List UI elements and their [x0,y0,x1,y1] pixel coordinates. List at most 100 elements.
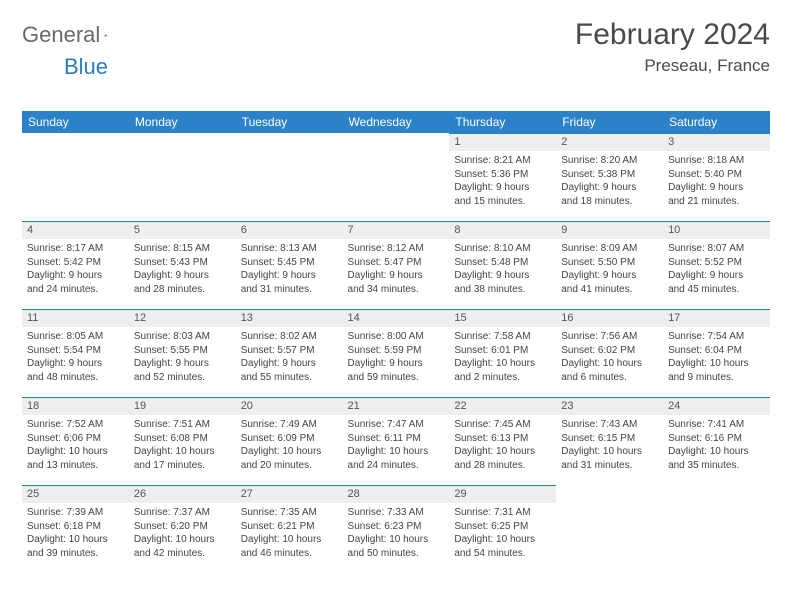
day-number: 25 [22,485,129,503]
sunrise-line: Sunrise: 8:20 AM [561,154,658,168]
sunrise-line: Sunrise: 7:37 AM [134,506,231,520]
day-details: Sunrise: 8:09 AMSunset: 5:50 PMDaylight:… [556,239,663,300]
day-number: 16 [556,309,663,327]
calendar-day-cell: 22Sunrise: 7:45 AMSunset: 6:13 PMDayligh… [449,397,556,485]
sunrise-line: Sunrise: 7:43 AM [561,418,658,432]
daylight-line-2: and 18 minutes. [561,195,658,209]
sunrise-line: Sunrise: 7:45 AM [454,418,551,432]
weekday-header: Saturday [663,111,770,133]
daylight-line-1: Daylight: 9 hours [668,269,765,283]
day-number: 15 [449,309,556,327]
calendar-day-cell: 7Sunrise: 8:12 AMSunset: 5:47 PMDaylight… [343,221,450,309]
day-number: 18 [22,397,129,415]
sunrise-line: Sunrise: 7:39 AM [27,506,124,520]
daylight-line-1: Daylight: 10 hours [348,533,445,547]
day-details: Sunrise: 8:20 AMSunset: 5:38 PMDaylight:… [556,151,663,212]
calendar-day-cell: 25Sunrise: 7:39 AMSunset: 6:18 PMDayligh… [22,485,129,573]
calendar-day-cell: 18Sunrise: 7:52 AMSunset: 6:06 PMDayligh… [22,397,129,485]
calendar-day-cell: 21Sunrise: 7:47 AMSunset: 6:11 PMDayligh… [343,397,450,485]
location-label: Preseau, France [575,56,770,76]
sunrise-line: Sunrise: 7:58 AM [454,330,551,344]
day-number: 14 [343,309,450,327]
calendar-week-row: 18Sunrise: 7:52 AMSunset: 6:06 PMDayligh… [22,397,770,485]
daylight-line-2: and 31 minutes. [241,283,338,297]
calendar-day-cell: 15Sunrise: 7:58 AMSunset: 6:01 PMDayligh… [449,309,556,397]
daylight-line-1: Daylight: 9 hours [348,269,445,283]
sunrise-line: Sunrise: 8:21 AM [454,154,551,168]
daylight-line-2: and 2 minutes. [454,371,551,385]
daylight-line-1: Daylight: 10 hours [134,533,231,547]
daylight-line-1: Daylight: 9 hours [668,181,765,195]
day-number: 2 [556,133,663,151]
day-number: 12 [129,309,236,327]
logo: General [22,24,128,46]
day-number: 22 [449,397,556,415]
daylight-line-1: Daylight: 10 hours [241,445,338,459]
weekday-header: Friday [556,111,663,133]
day-number: 10 [663,221,770,239]
calendar-day-cell: 17Sunrise: 7:54 AMSunset: 6:04 PMDayligh… [663,309,770,397]
sunset-line: Sunset: 5:47 PM [348,256,445,270]
calendar-week-row: 1Sunrise: 8:21 AMSunset: 5:36 PMDaylight… [22,133,770,221]
calendar-day-cell: 4Sunrise: 8:17 AMSunset: 5:42 PMDaylight… [22,221,129,309]
sunrise-line: Sunrise: 8:12 AM [348,242,445,256]
calendar-day-cell: 26Sunrise: 7:37 AMSunset: 6:20 PMDayligh… [129,485,236,573]
daylight-line-2: and 35 minutes. [668,459,765,473]
sunset-line: Sunset: 6:20 PM [134,520,231,534]
day-details: Sunrise: 7:49 AMSunset: 6:09 PMDaylight:… [236,415,343,476]
weekday-header: Wednesday [343,111,450,133]
sunset-line: Sunset: 5:59 PM [348,344,445,358]
calendar-day-cell: 14Sunrise: 8:00 AMSunset: 5:59 PMDayligh… [343,309,450,397]
weekday-header: Tuesday [236,111,343,133]
day-number: 11 [22,309,129,327]
daylight-line-1: Daylight: 10 hours [27,533,124,547]
calendar-day-cell: 28Sunrise: 7:33 AMSunset: 6:23 PMDayligh… [343,485,450,573]
daylight-line-2: and 34 minutes. [348,283,445,297]
sunrise-line: Sunrise: 7:52 AM [27,418,124,432]
daylight-line-1: Daylight: 10 hours [561,445,658,459]
day-number: 17 [663,309,770,327]
sunset-line: Sunset: 6:16 PM [668,432,765,446]
calendar-week-row: 11Sunrise: 8:05 AMSunset: 5:54 PMDayligh… [22,309,770,397]
sunset-line: Sunset: 5:38 PM [561,168,658,182]
day-number: 20 [236,397,343,415]
daylight-line-1: Daylight: 10 hours [348,445,445,459]
day-details: Sunrise: 8:02 AMSunset: 5:57 PMDaylight:… [236,327,343,388]
daylight-line-2: and 54 minutes. [454,547,551,561]
day-details: Sunrise: 7:33 AMSunset: 6:23 PMDaylight:… [343,503,450,564]
daylight-line-1: Daylight: 10 hours [454,445,551,459]
sunrise-line: Sunrise: 8:15 AM [134,242,231,256]
day-details: Sunrise: 7:35 AMSunset: 6:21 PMDaylight:… [236,503,343,564]
calendar-day-cell: 2Sunrise: 8:20 AMSunset: 5:38 PMDaylight… [556,133,663,221]
sunrise-line: Sunrise: 8:13 AM [241,242,338,256]
calendar-day-cell: 6 Sunrise: 8:13 AMSunset: 5:45 PMDaylight… [236,221,343,309]
daylight-line-1: Daylight: 10 hours [27,445,124,459]
sunrise-line: Sunrise: 8:02 AM [241,330,338,344]
daylight-line-2: and 52 minutes. [134,371,231,385]
daylight-line-2: and 15 minutes. [454,195,551,209]
day-details: Sunrise: 7:45 AMSunset: 6:13 PMDaylight:… [449,415,556,476]
calendar-table: SundayMondayTuesdayWednesdayThursdayFrid… [22,111,770,573]
daylight-line-2: and 39 minutes. [27,547,124,561]
logo-text-left: General [22,24,100,46]
sunset-line: Sunset: 5:42 PM [27,256,124,270]
day-details: Sunrise: 7:58 AMSunset: 6:01 PMDaylight:… [449,327,556,388]
daylight-line-1: Daylight: 9 hours [241,269,338,283]
sunrise-line: Sunrise: 7:49 AM [241,418,338,432]
sunset-line: Sunset: 6:08 PM [134,432,231,446]
day-details: Sunrise: 8:00 AMSunset: 5:59 PMDaylight:… [343,327,450,388]
sunset-line: Sunset: 5:57 PM [241,344,338,358]
sunrise-line: Sunrise: 7:54 AM [668,330,765,344]
weekday-header-row: SundayMondayTuesdayWednesdayThursdayFrid… [22,111,770,133]
sunset-line: Sunset: 5:52 PM [668,256,765,270]
sunset-line: Sunset: 5:45 PM [241,256,338,270]
daylight-line-2: and 59 minutes. [348,371,445,385]
calendar-day-cell: 11Sunrise: 8:05 AMSunset: 5:54 PMDayligh… [22,309,129,397]
calendar-empty-cell [129,133,236,221]
daylight-line-1: Daylight: 10 hours [134,445,231,459]
day-number: 6 [236,221,343,239]
calendar-empty-cell [343,133,450,221]
calendar-day-cell: 20Sunrise: 7:49 AMSunset: 6:09 PMDayligh… [236,397,343,485]
day-details: Sunrise: 7:54 AMSunset: 6:04 PMDaylight:… [663,327,770,388]
day-number: 29 [449,485,556,503]
